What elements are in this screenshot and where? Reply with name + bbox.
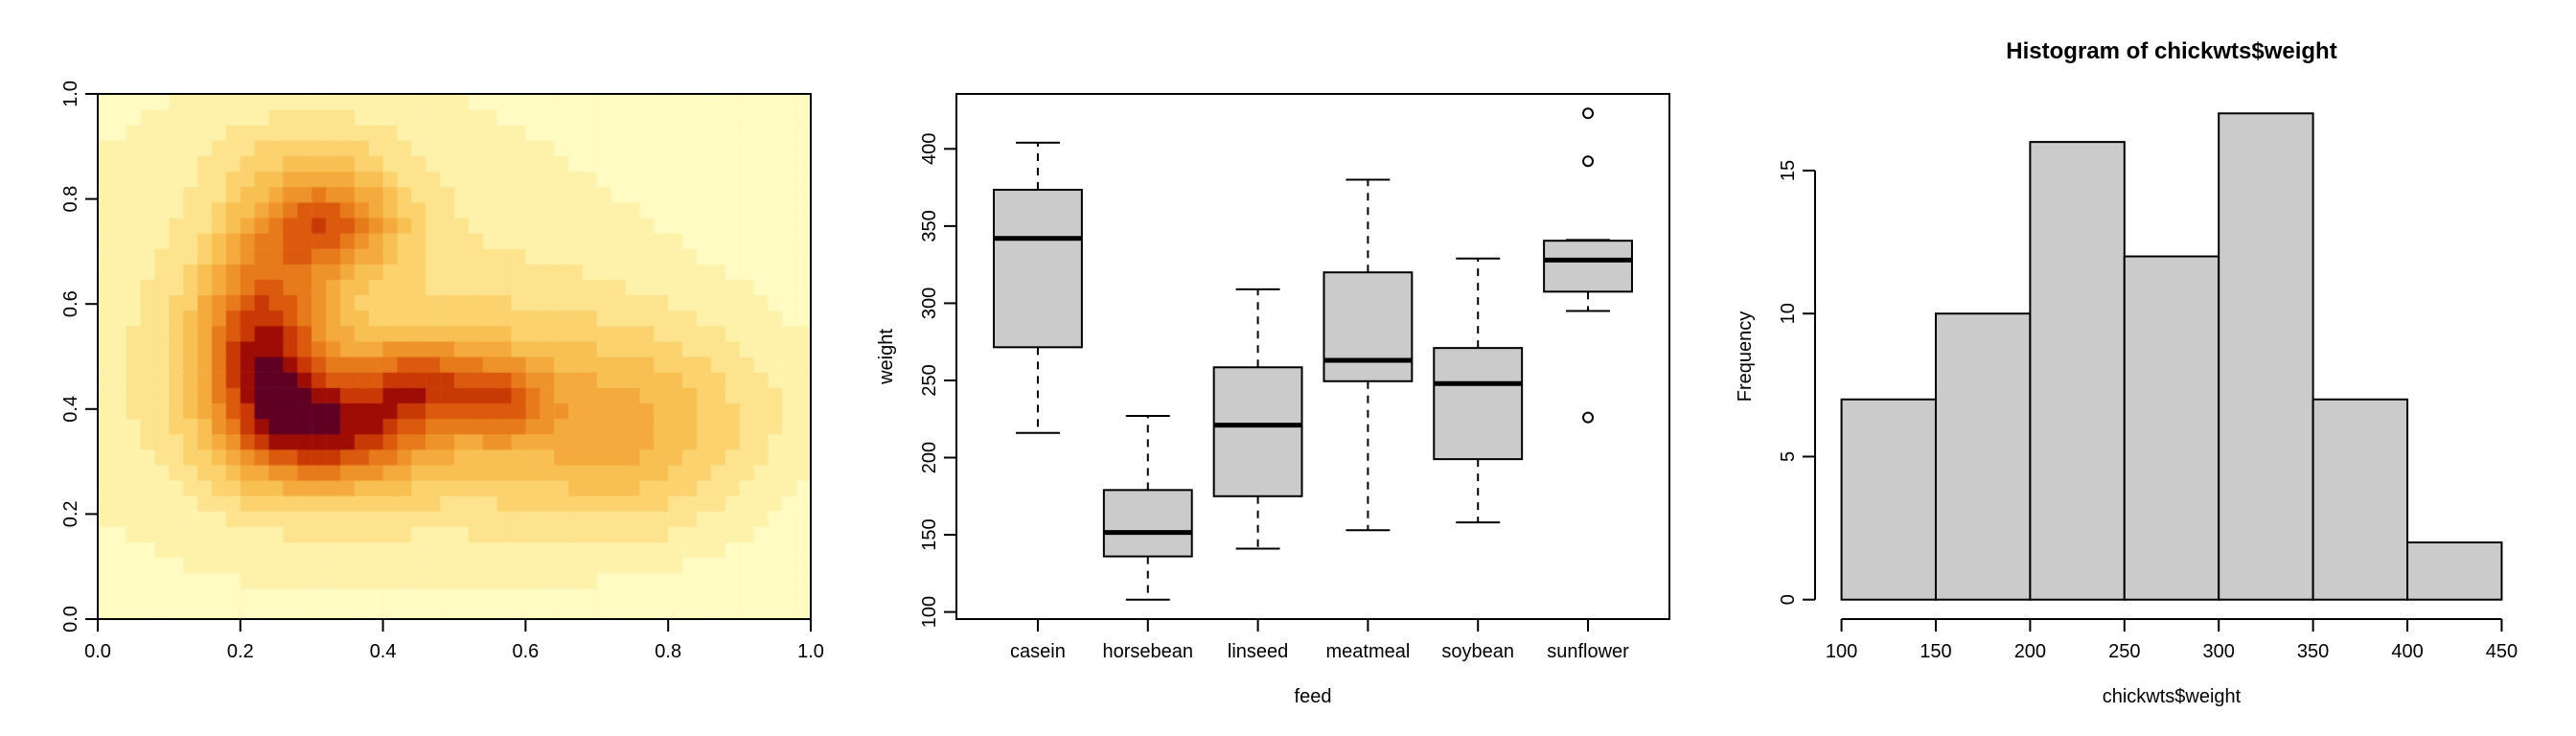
x-axis-tick-label: 0.2 — [227, 641, 254, 662]
x-axis-tick-label: 0.0 — [84, 641, 111, 662]
y-axis-tick-label: 350 — [919, 210, 940, 242]
histogram-bar — [2218, 112, 2314, 601]
y-axis-tick-label: 5 — [1778, 451, 1799, 462]
x-axis-tick-label: sunflower — [1547, 641, 1629, 662]
box-group-linseed — [1212, 288, 1303, 550]
histogram-svg: 100 150 200 250 300 350 400 450 0 5 10 15 — [1778, 112, 2518, 662]
x-axis-tick-label: 1.0 — [797, 641, 824, 662]
y-axis-tick-label: 0.4 — [60, 396, 81, 423]
outlier-point — [1582, 411, 1595, 424]
y-axis-tick-label: 1.0 — [60, 80, 81, 107]
histogram-bar — [1934, 312, 2032, 601]
density-heatmap-axes-svg: 0.0 0.2 0.4 0.6 0.8 1.0 0.0 0.2 0.4 0.6 0.8 1.0 — [60, 80, 824, 662]
x-axis-tick-label: meatmeal — [1326, 641, 1411, 662]
x-axis-tick-label: horsebean — [1103, 641, 1194, 662]
plot-frame — [97, 93, 812, 620]
boxplot-svg: 100 150 200 250 300 350 400 casein horsebean lins… — [919, 93, 1670, 662]
x-axis-tick-label: 0.6 — [512, 641, 539, 662]
x-axis-tick-label: 150 — [1920, 641, 1951, 662]
x-axis-tick-label: 300 — [2203, 641, 2235, 662]
x-axis-tick-label: casein — [1010, 641, 1066, 662]
box — [1433, 347, 1524, 461]
density-heatmap-panel: 0.0 0.2 0.4 0.6 0.8 1.0 0.0 0.2 0.4 0.6 0.8 1.0 — [0, 0, 859, 736]
histogram-title: Histogram of chickwts$weight — [2006, 38, 2337, 64]
y-axis-tick-label: 0.6 — [60, 290, 81, 317]
box-group-sunflower — [1543, 107, 1633, 424]
x-axis-tick-label: linseed — [1228, 641, 1288, 662]
density-image — [98, 94, 811, 619]
outlier-point — [1582, 155, 1595, 168]
x-axis-tick-label: soybean — [1441, 641, 1514, 662]
box-group-horsebean — [1102, 415, 1193, 601]
y-axis-tick-label: 0.8 — [60, 186, 81, 213]
x-axis-tick-label: 450 — [2486, 641, 2518, 662]
y-axis-tick-label: 250 — [919, 364, 940, 396]
y-axis-tick-label: 300 — [919, 288, 940, 319]
histogram-bar — [2312, 398, 2409, 601]
box — [1543, 240, 1633, 293]
x-axis-tick-label: 200 — [2014, 641, 2046, 662]
y-axis-tick-label: 0 — [1778, 594, 1799, 605]
histogram-bar — [2406, 541, 2503, 601]
boxplot-x-axis-title: feed — [1294, 686, 1332, 707]
box-group-soybean — [1433, 257, 1524, 524]
box — [993, 189, 1083, 349]
box — [1212, 366, 1303, 497]
boxplot-panel: 100 150 200 250 300 350 400 casein horsebean lins… — [859, 0, 1717, 736]
y-axis-tick-label: 400 — [919, 133, 940, 165]
y-axis-tick-label: 150 — [919, 518, 940, 550]
y-axis-tick-label: 0.2 — [60, 500, 81, 527]
x-axis-tick-label: 0.8 — [655, 641, 681, 662]
histogram-y-axis-title: Frequency — [1735, 310, 1756, 402]
boxplot-y-axis-title: weight — [876, 329, 897, 384]
y-axis-tick-label: 10 — [1778, 303, 1799, 324]
box-group-meatmeal — [1322, 178, 1414, 532]
box — [1322, 271, 1414, 382]
histogram-panel: 100 150 200 250 300 350 400 450 0 5 10 15 Histogram… — [1717, 0, 2576, 736]
box-group-casein — [993, 141, 1083, 434]
box — [1102, 489, 1193, 558]
x-axis-tick-label: 0.4 — [370, 641, 397, 662]
histogram-x-axis-title: chickwts$weight — [2102, 686, 2242, 707]
histogram-bar — [2123, 255, 2220, 601]
histogram-bar — [1840, 398, 1937, 601]
y-axis-tick-label: 200 — [919, 442, 940, 473]
x-axis-tick-label: 350 — [2297, 641, 2329, 662]
histogram-bar — [2029, 141, 2126, 601]
x-axis-tick-label: 100 — [1826, 641, 1857, 662]
y-axis-tick-label: 100 — [919, 596, 940, 628]
y-axis-tick-label: 15 — [1778, 160, 1799, 181]
x-axis-tick-label: 250 — [2108, 641, 2140, 662]
plot-frame — [955, 93, 1670, 620]
y-axis-tick-label: 0.0 — [60, 606, 81, 632]
outlier-point — [1582, 107, 1595, 120]
x-axis-tick-label: 400 — [2391, 641, 2423, 662]
